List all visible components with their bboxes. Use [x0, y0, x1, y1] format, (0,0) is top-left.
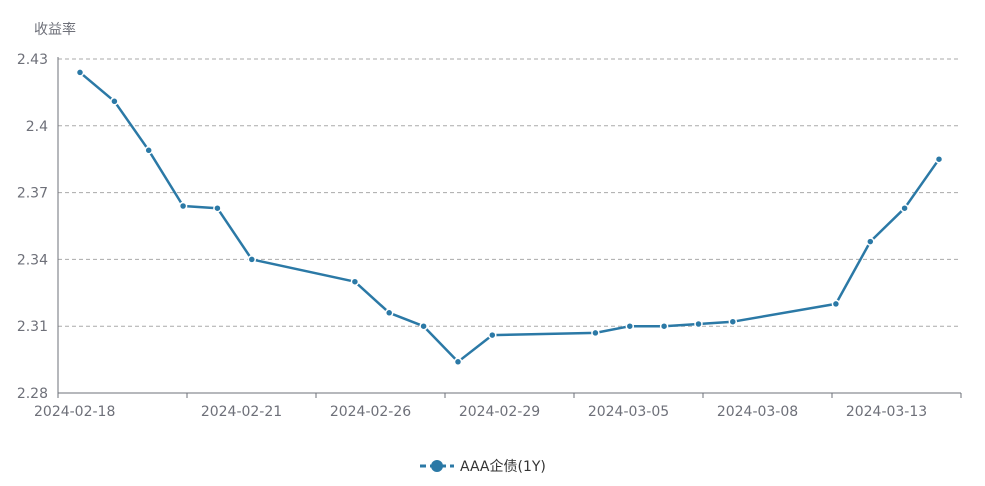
data-point: [144, 146, 153, 155]
x-tick-label: 2024-02-21: [201, 404, 282, 420]
y-tick-label: 2.37: [17, 186, 48, 202]
y-tick-label: 2.31: [17, 319, 48, 335]
data-point: [419, 321, 428, 331]
data-point: [110, 97, 119, 106]
data-point: [384, 308, 394, 318]
data-point: [213, 203, 222, 213]
data-point: [831, 299, 841, 309]
x-tick-label: 2024-03-05: [588, 404, 669, 420]
legend-label: AAA企债(1Y): [460, 458, 546, 475]
data-point: [488, 330, 497, 340]
series-line: [79, 71, 941, 364]
data-point: [728, 317, 738, 326]
y-tick-label: 2.34: [17, 252, 48, 268]
data-point: [178, 201, 188, 211]
data-point: [247, 255, 257, 264]
data-point: [350, 277, 360, 286]
y-tick-label: 2.4: [26, 119, 48, 135]
y-axis-title: 收益率: [34, 21, 76, 38]
y-tick-label: 2.28: [17, 386, 48, 402]
legend-marker-icon: [431, 460, 443, 472]
data-point: [934, 154, 944, 164]
data-point: [453, 357, 463, 367]
grid-lines: [58, 58, 961, 327]
data-point: [694, 319, 703, 329]
x-tick-label: 2024-02-29: [459, 404, 540, 420]
data-point: [900, 203, 909, 213]
axes: 收益率 2.28 2.31 2.34 2.37 2.4 2.43 2024-02-18 202…: [17, 21, 962, 420]
data-point: [659, 321, 669, 331]
data-point: [866, 237, 875, 246]
x-tick-label: 2024-02-18: [34, 404, 115, 420]
data-point: [75, 68, 85, 77]
data-point: [591, 328, 600, 338]
legend[interactable]: AAA企债(1Y): [420, 458, 546, 475]
y-tick-label: 2.43: [17, 52, 48, 68]
series-layer: [75, 68, 944, 367]
x-tick-label: 2024-03-08: [717, 404, 798, 420]
x-tick-label: 2024-02-26: [330, 404, 411, 420]
x-tick-label: 2024-03-13: [846, 404, 927, 420]
data-point: [625, 321, 635, 331]
